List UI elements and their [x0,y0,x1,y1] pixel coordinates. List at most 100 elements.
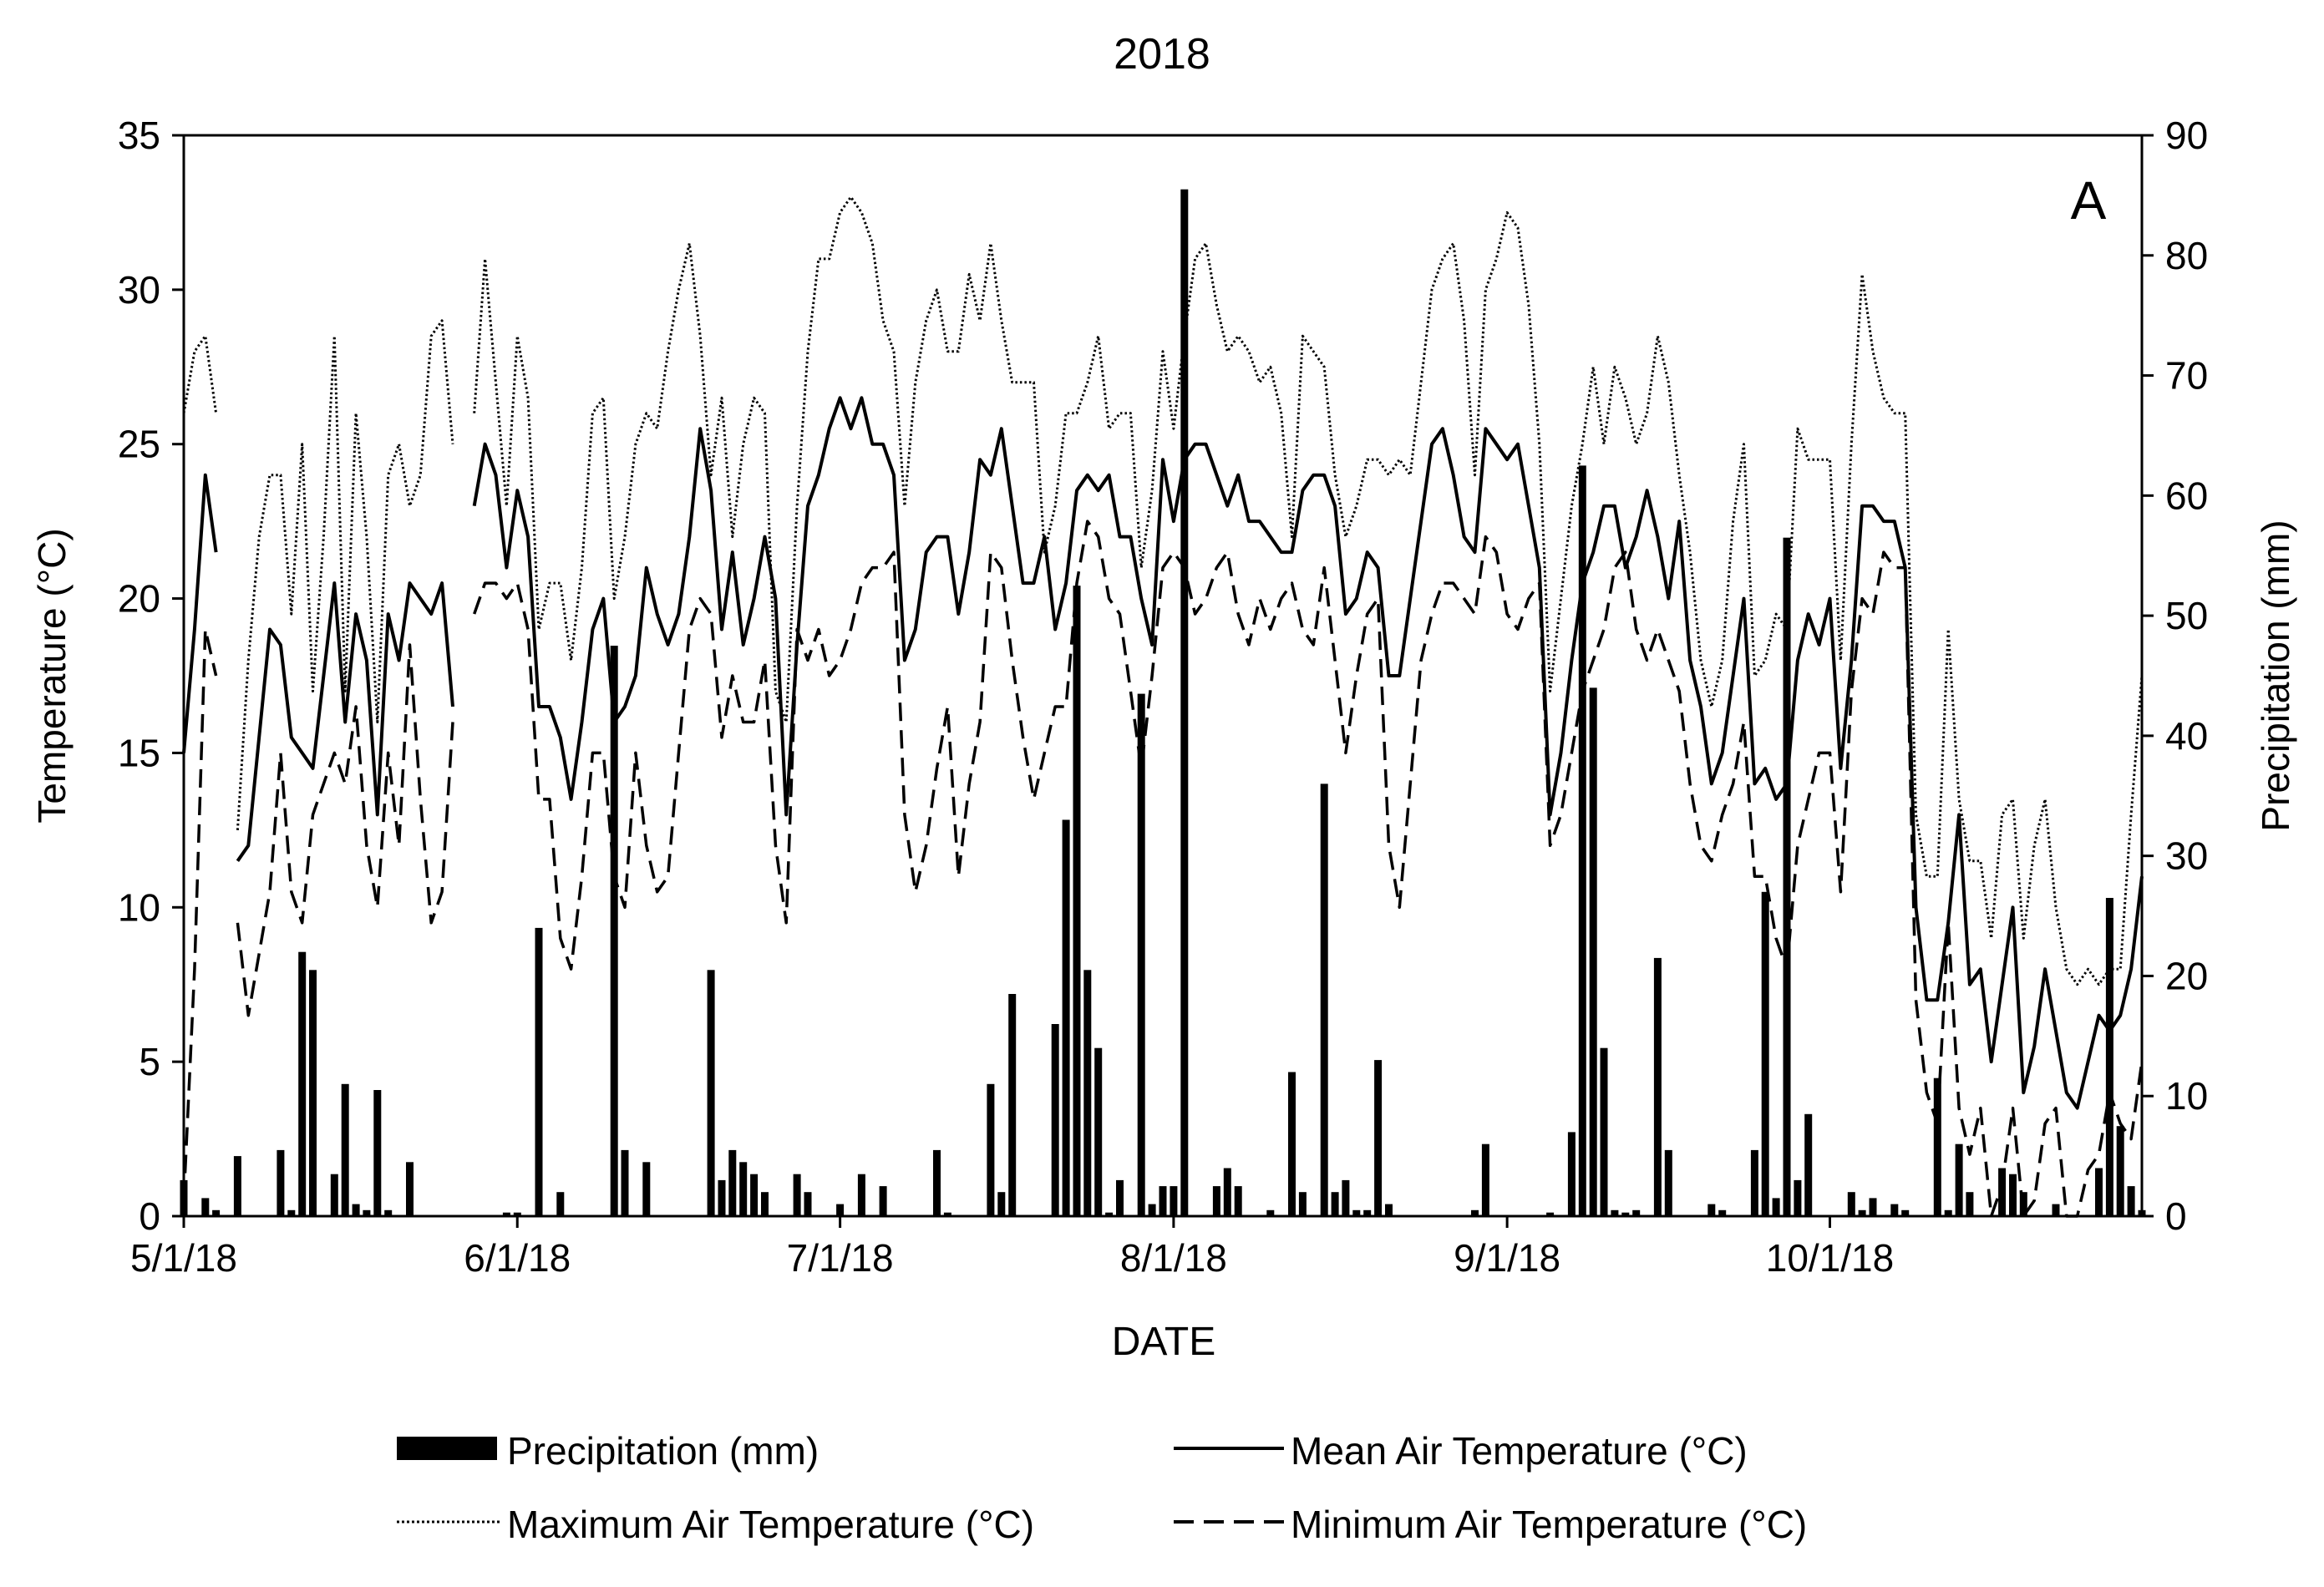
precip-bar [1869,1198,1877,1216]
right-tick-label: 80 [2165,234,2208,277]
legend: Precipitation (mm) Mean Air Temperature … [397,1429,1807,1546]
precip-bar [610,646,618,1216]
precip-bar [750,1174,759,1216]
precip-bar [373,1090,382,1216]
precip-bar [1083,970,1092,1216]
precip-bar [728,1149,737,1216]
min-temp-line [182,627,218,1201]
right-tick-label: 60 [2165,474,2208,517]
precip-bar [1600,1047,1608,1216]
panel-label: A [2071,170,2107,231]
x-tick-label: 6/1/18 [464,1236,571,1280]
precip-bar [1621,1212,1630,1216]
plot-frame [182,134,2144,1218]
precip-bar [233,1156,241,1216]
precip-bar [1008,994,1017,1216]
precip-bar [1794,1179,1802,1216]
precip-bar [739,1162,748,1216]
precip-bar [804,1192,812,1216]
left-tick-label: 0 [139,1194,160,1238]
precip-bar [277,1149,285,1216]
x-axis: 5/1/18 6/1/18 7/1/18 8/1/18 9/1/18 10/1/18 [130,1216,1894,1280]
precip-bar [1933,1077,1941,1216]
precip-bar [1804,1113,1813,1216]
right-tick-label: 50 [2165,594,2208,637]
precip-bar [406,1162,414,1216]
precip-bar [341,1083,349,1216]
y-axis-label-left: Temperature (°C) [30,528,74,823]
right-tick-label: 90 [2165,114,2208,157]
mean-temp-line [182,473,218,753]
precip-bar [1955,1143,1963,1216]
precip-bar [1385,1204,1393,1216]
precip-bar [1966,1192,1974,1216]
precip-bar [287,1209,296,1216]
precip-bar [2116,1126,2124,1216]
left-tick-label: 10 [118,885,160,929]
precip-bar [556,1192,565,1216]
precip-bar [1707,1204,1716,1216]
max-temp-line [473,195,2144,986]
max-temp-line [236,319,454,830]
right-tick-label: 10 [2165,1074,2208,1118]
precip-bar [1664,1149,1672,1216]
precip-bar [1148,1204,1156,1216]
precip-bar [1374,1060,1383,1216]
precip-bar [836,1204,845,1216]
right-tick-label: 40 [2165,714,2208,758]
precip-bar [943,1212,951,1216]
precip-bar [1858,1209,1866,1216]
precip-bar [1212,1186,1220,1216]
precip-bar [1890,1204,1899,1216]
precip-bar [879,1186,887,1216]
legend-label-mean: Mean Air Temperature (°C) [1291,1429,1748,1473]
temperature-lines [182,195,2144,1218]
precip-bar [1137,693,1145,1216]
precip-bar [1116,1179,1124,1216]
left-axis: 0 5 10 15 20 25 30 35 [118,114,184,1238]
precip-bar [201,1198,210,1216]
precip-bar [1944,1209,1952,1216]
min-temp-line [236,643,454,1017]
precip-bar [1471,1209,1479,1216]
precip-bar [1094,1047,1103,1216]
left-tick-label: 35 [118,114,160,157]
precip-bar [1783,537,1791,1216]
precip-bar [2127,1186,2135,1216]
precip-bar [1653,957,1662,1216]
precip-bar [2095,1168,2103,1216]
x-tick-label: 7/1/18 [787,1236,894,1280]
precip-bar [1718,1209,1727,1216]
legend-label-min: Minimum Air Temperature (°C) [1291,1503,1807,1546]
right-tick-label: 30 [2165,834,2208,878]
precip-bar [1998,1168,2007,1216]
x-tick-label: 10/1/18 [1766,1236,1894,1280]
precip-bar [1481,1143,1489,1216]
precip-bar [1223,1168,1231,1216]
precip-bar [1611,1209,1619,1216]
right-tick-label: 70 [2165,354,2208,398]
precip-bar [1761,891,1769,1216]
precip-bar [793,1174,801,1216]
precip-bar [2105,898,2113,1216]
precip-bar [707,970,715,1216]
precip-bar [298,951,307,1216]
left-tick-label: 25 [118,423,160,466]
left-tick-label: 15 [118,731,160,774]
precip-bar [212,1209,221,1216]
precip-bar [1772,1198,1780,1216]
precip-bar [363,1209,371,1216]
legend-label-max: Maximum Air Temperature (°C) [507,1503,1034,1546]
precip-bar [1331,1192,1339,1216]
precip-bar [997,1192,1006,1216]
precip-bar [1180,189,1189,1217]
precip-bar [330,1174,338,1216]
right-tick-label: 20 [2165,954,2208,997]
precip-bar [352,1204,360,1216]
x-tick-label: 9/1/18 [1454,1236,1560,1280]
precip-bar [1589,687,1597,1216]
precip-bar [621,1149,629,1216]
precip-bar [1288,1072,1296,1216]
